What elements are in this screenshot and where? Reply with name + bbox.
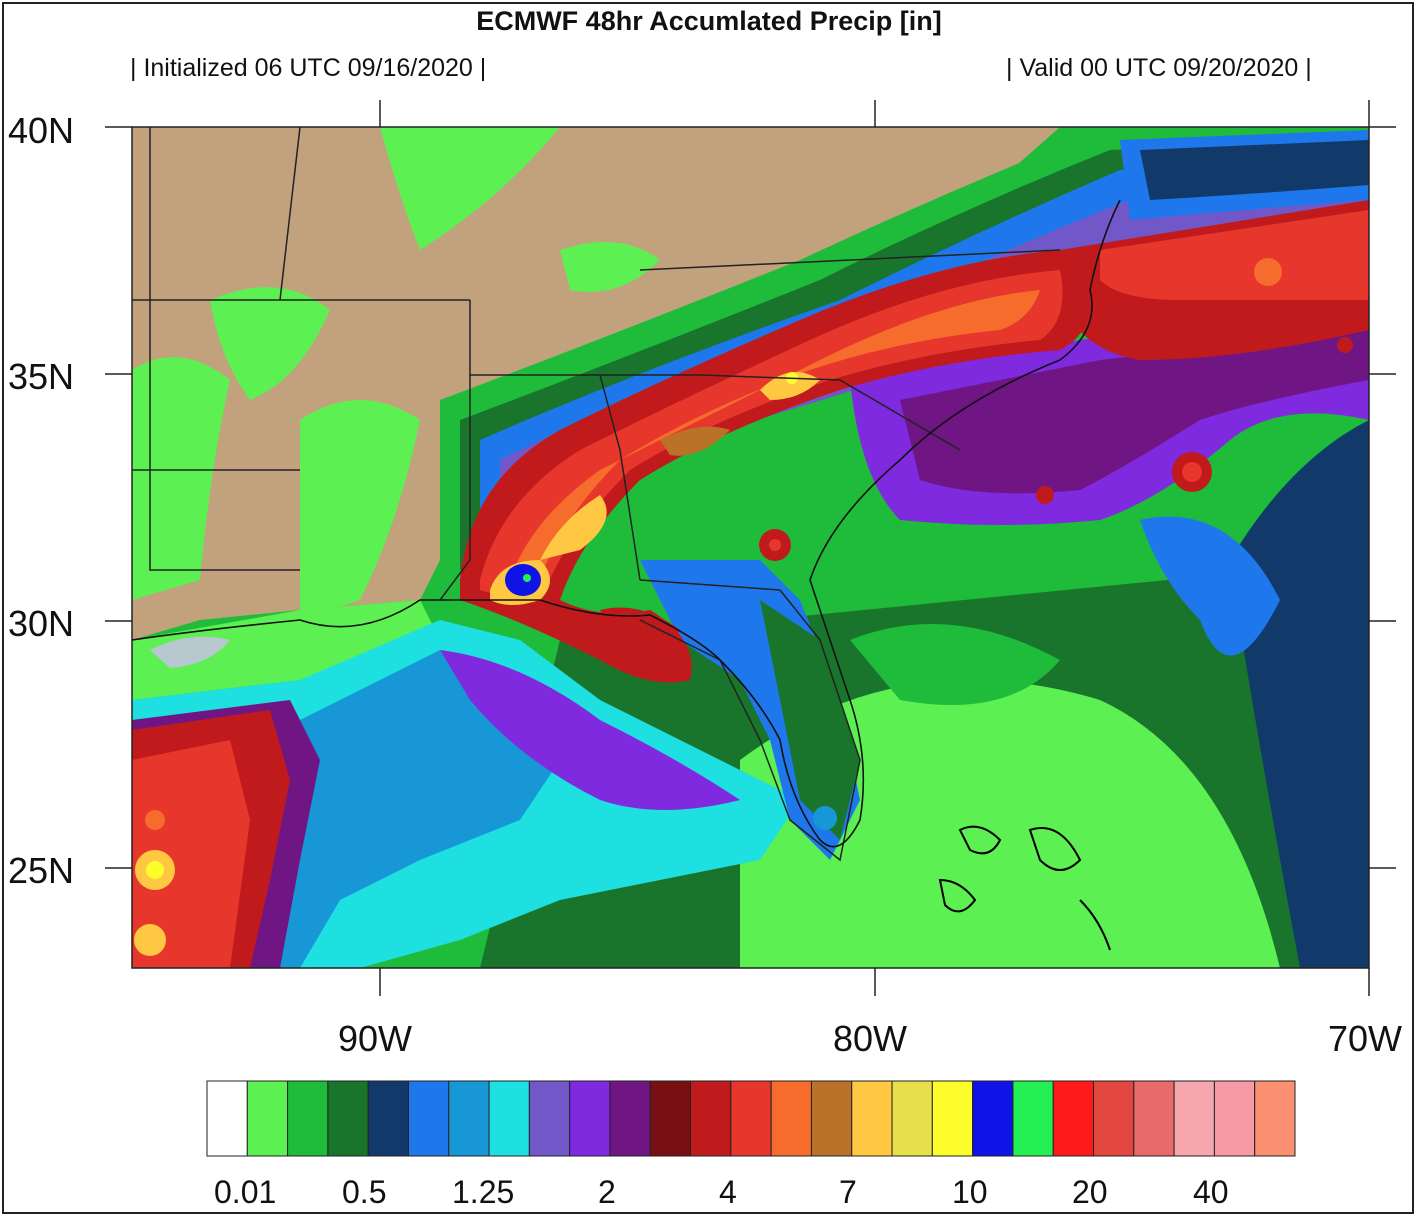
colorbar-tick-label: 1.25 bbox=[452, 1174, 515, 1210]
lon-label-90w: 90W bbox=[338, 1018, 413, 1059]
colorbar-tick-label: 2 bbox=[598, 1174, 616, 1210]
colorbar-swatch bbox=[1133, 1080, 1175, 1157]
colorbar-swatch bbox=[367, 1080, 409, 1157]
colorbar-swatch bbox=[246, 1080, 289, 1157]
colorbar-swatch bbox=[206, 1080, 248, 1157]
colorbar-swatch bbox=[931, 1080, 974, 1157]
colorbar-swatch bbox=[851, 1080, 893, 1157]
colorbar-tick-label: 10 bbox=[952, 1174, 988, 1210]
colorbar-swatch bbox=[287, 1080, 329, 1157]
lat-label-40n: 40N bbox=[8, 110, 75, 151]
colorbar-swatch bbox=[569, 1080, 611, 1157]
colorbar-swatch bbox=[690, 1080, 732, 1157]
valid-time-label: | Valid 00 UTC 09/20/2020 | bbox=[1006, 54, 1312, 82]
colorbar-tick-label: 40 bbox=[1193, 1174, 1229, 1210]
precip-field bbox=[132, 127, 1369, 968]
lat-label-30n: 30N bbox=[8, 603, 75, 644]
colorbar-swatch bbox=[770, 1080, 812, 1157]
colorbar-swatch bbox=[649, 1080, 692, 1157]
colorbar-swatch bbox=[1173, 1080, 1215, 1157]
colorbar-swatch bbox=[972, 1080, 1014, 1157]
axis-ticks bbox=[105, 100, 1396, 996]
colorbar-swatch bbox=[730, 1080, 772, 1157]
colorbar-swatch bbox=[488, 1080, 530, 1157]
lon-label-80w: 80W bbox=[833, 1018, 908, 1059]
colorbar-swatch bbox=[448, 1080, 490, 1157]
lat-label-25n: 25N bbox=[8, 850, 75, 891]
colorbar-swatch bbox=[891, 1080, 933, 1157]
colorbar-swatch bbox=[1052, 1080, 1095, 1157]
colorbar-swatch bbox=[1213, 1080, 1256, 1157]
colorbar-tick-label: 0.5 bbox=[342, 1174, 387, 1210]
colorbar-tick-label: 7 bbox=[839, 1174, 857, 1210]
lat-label-35n: 35N bbox=[8, 356, 75, 397]
colorbar-swatch bbox=[1254, 1080, 1296, 1157]
map-title: ECMWF 48hr Accumlated Precip [in] bbox=[476, 6, 942, 36]
colorbar-swatch bbox=[1012, 1080, 1054, 1157]
colorbar-swatch bbox=[810, 1080, 853, 1157]
colorbar-swatch bbox=[609, 1080, 651, 1157]
colorbar-swatch bbox=[327, 1080, 369, 1157]
colorbar-tick-label: 0.01 bbox=[214, 1174, 277, 1210]
colorbar bbox=[206, 1080, 1296, 1157]
coastline bbox=[131, 199, 1121, 848]
colorbar-tick-label: 20 bbox=[1072, 1174, 1108, 1210]
map-border bbox=[131, 126, 1370, 969]
state-borders bbox=[132, 127, 1061, 862]
colorbar-swatch bbox=[407, 1080, 450, 1157]
colorbar-swatch bbox=[1093, 1080, 1135, 1157]
init-time-label: | Initialized 06 UTC 09/16/2020 | bbox=[130, 54, 487, 82]
lon-label-70w: 70W bbox=[1328, 1018, 1403, 1059]
colorbar-tick-label: 4 bbox=[719, 1174, 737, 1210]
colorbar-swatch bbox=[528, 1080, 571, 1157]
